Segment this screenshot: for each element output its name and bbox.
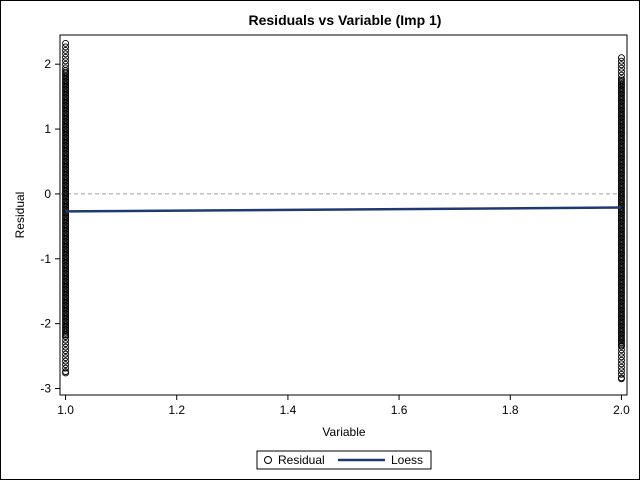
y-tick-label: 2 bbox=[44, 57, 51, 71]
legend-loess-label: Loess bbox=[391, 453, 423, 467]
y-tick-label: -3 bbox=[40, 382, 51, 396]
x-tick-label: 1.4 bbox=[280, 403, 297, 417]
legend-residual-label: Residual bbox=[278, 453, 325, 467]
plot-area bbox=[59, 34, 628, 396]
residual-point bbox=[62, 350, 70, 358]
residual-point bbox=[617, 360, 625, 368]
residual-point bbox=[617, 57, 625, 65]
x-tick-label: 2.0 bbox=[613, 403, 630, 417]
residual-point bbox=[62, 361, 70, 369]
residual-point bbox=[617, 375, 625, 383]
residual-point bbox=[62, 340, 70, 348]
y-tick-label: 1 bbox=[44, 122, 51, 136]
residual-point bbox=[62, 53, 70, 61]
residual-point bbox=[62, 60, 70, 68]
residual-point bbox=[62, 39, 70, 47]
loess-line bbox=[65, 206, 622, 213]
residual-point bbox=[62, 347, 70, 355]
residual-point bbox=[617, 363, 625, 371]
residual-point bbox=[62, 46, 70, 54]
residual-point bbox=[62, 364, 70, 372]
residual-point bbox=[617, 356, 625, 364]
residual-point bbox=[617, 370, 625, 378]
y-axis-ticks: 2 1 0 -1 -2 -3 bbox=[40, 57, 60, 396]
residual-point bbox=[617, 64, 625, 72]
residual-point bbox=[617, 349, 625, 357]
residual-point bbox=[617, 342, 625, 350]
x-axis-label: Variable bbox=[322, 425, 365, 439]
residual-point bbox=[62, 343, 70, 351]
x-tick-label: 1.6 bbox=[391, 403, 408, 417]
y-axis-label: Residual bbox=[13, 192, 27, 239]
legend: Residual Loess bbox=[256, 450, 432, 470]
x-tick-label: 1.8 bbox=[502, 403, 519, 417]
residual-point bbox=[62, 43, 70, 51]
residual-point bbox=[62, 369, 70, 377]
residual-point bbox=[617, 68, 625, 76]
residual-point bbox=[62, 357, 70, 365]
residual-point bbox=[62, 354, 70, 362]
chart-title: Residuals vs Variable (Imp 1) bbox=[249, 12, 442, 28]
residual-point bbox=[62, 333, 70, 341]
legend-residual-marker bbox=[264, 456, 272, 464]
loess-line-group bbox=[65, 206, 622, 213]
x-tick-label: 1.0 bbox=[57, 403, 74, 417]
y-tick-label: -2 bbox=[40, 317, 51, 331]
residual-points bbox=[62, 39, 625, 383]
x-tick-label: 1.2 bbox=[168, 403, 185, 417]
residual-point bbox=[62, 336, 70, 344]
residual-point bbox=[62, 57, 70, 65]
residual-point bbox=[617, 71, 625, 79]
residual-point bbox=[617, 346, 625, 354]
x-axis-ticks: 1.0 1.2 1.4 1.6 1.8 2.0 bbox=[57, 395, 630, 417]
y-tick-label: -1 bbox=[40, 252, 51, 266]
residual-point bbox=[617, 353, 625, 361]
y-tick-label: 0 bbox=[44, 187, 51, 201]
residual-point bbox=[62, 50, 70, 58]
residual-point bbox=[617, 54, 625, 62]
residual-point bbox=[617, 367, 625, 375]
residual-point bbox=[617, 61, 625, 69]
